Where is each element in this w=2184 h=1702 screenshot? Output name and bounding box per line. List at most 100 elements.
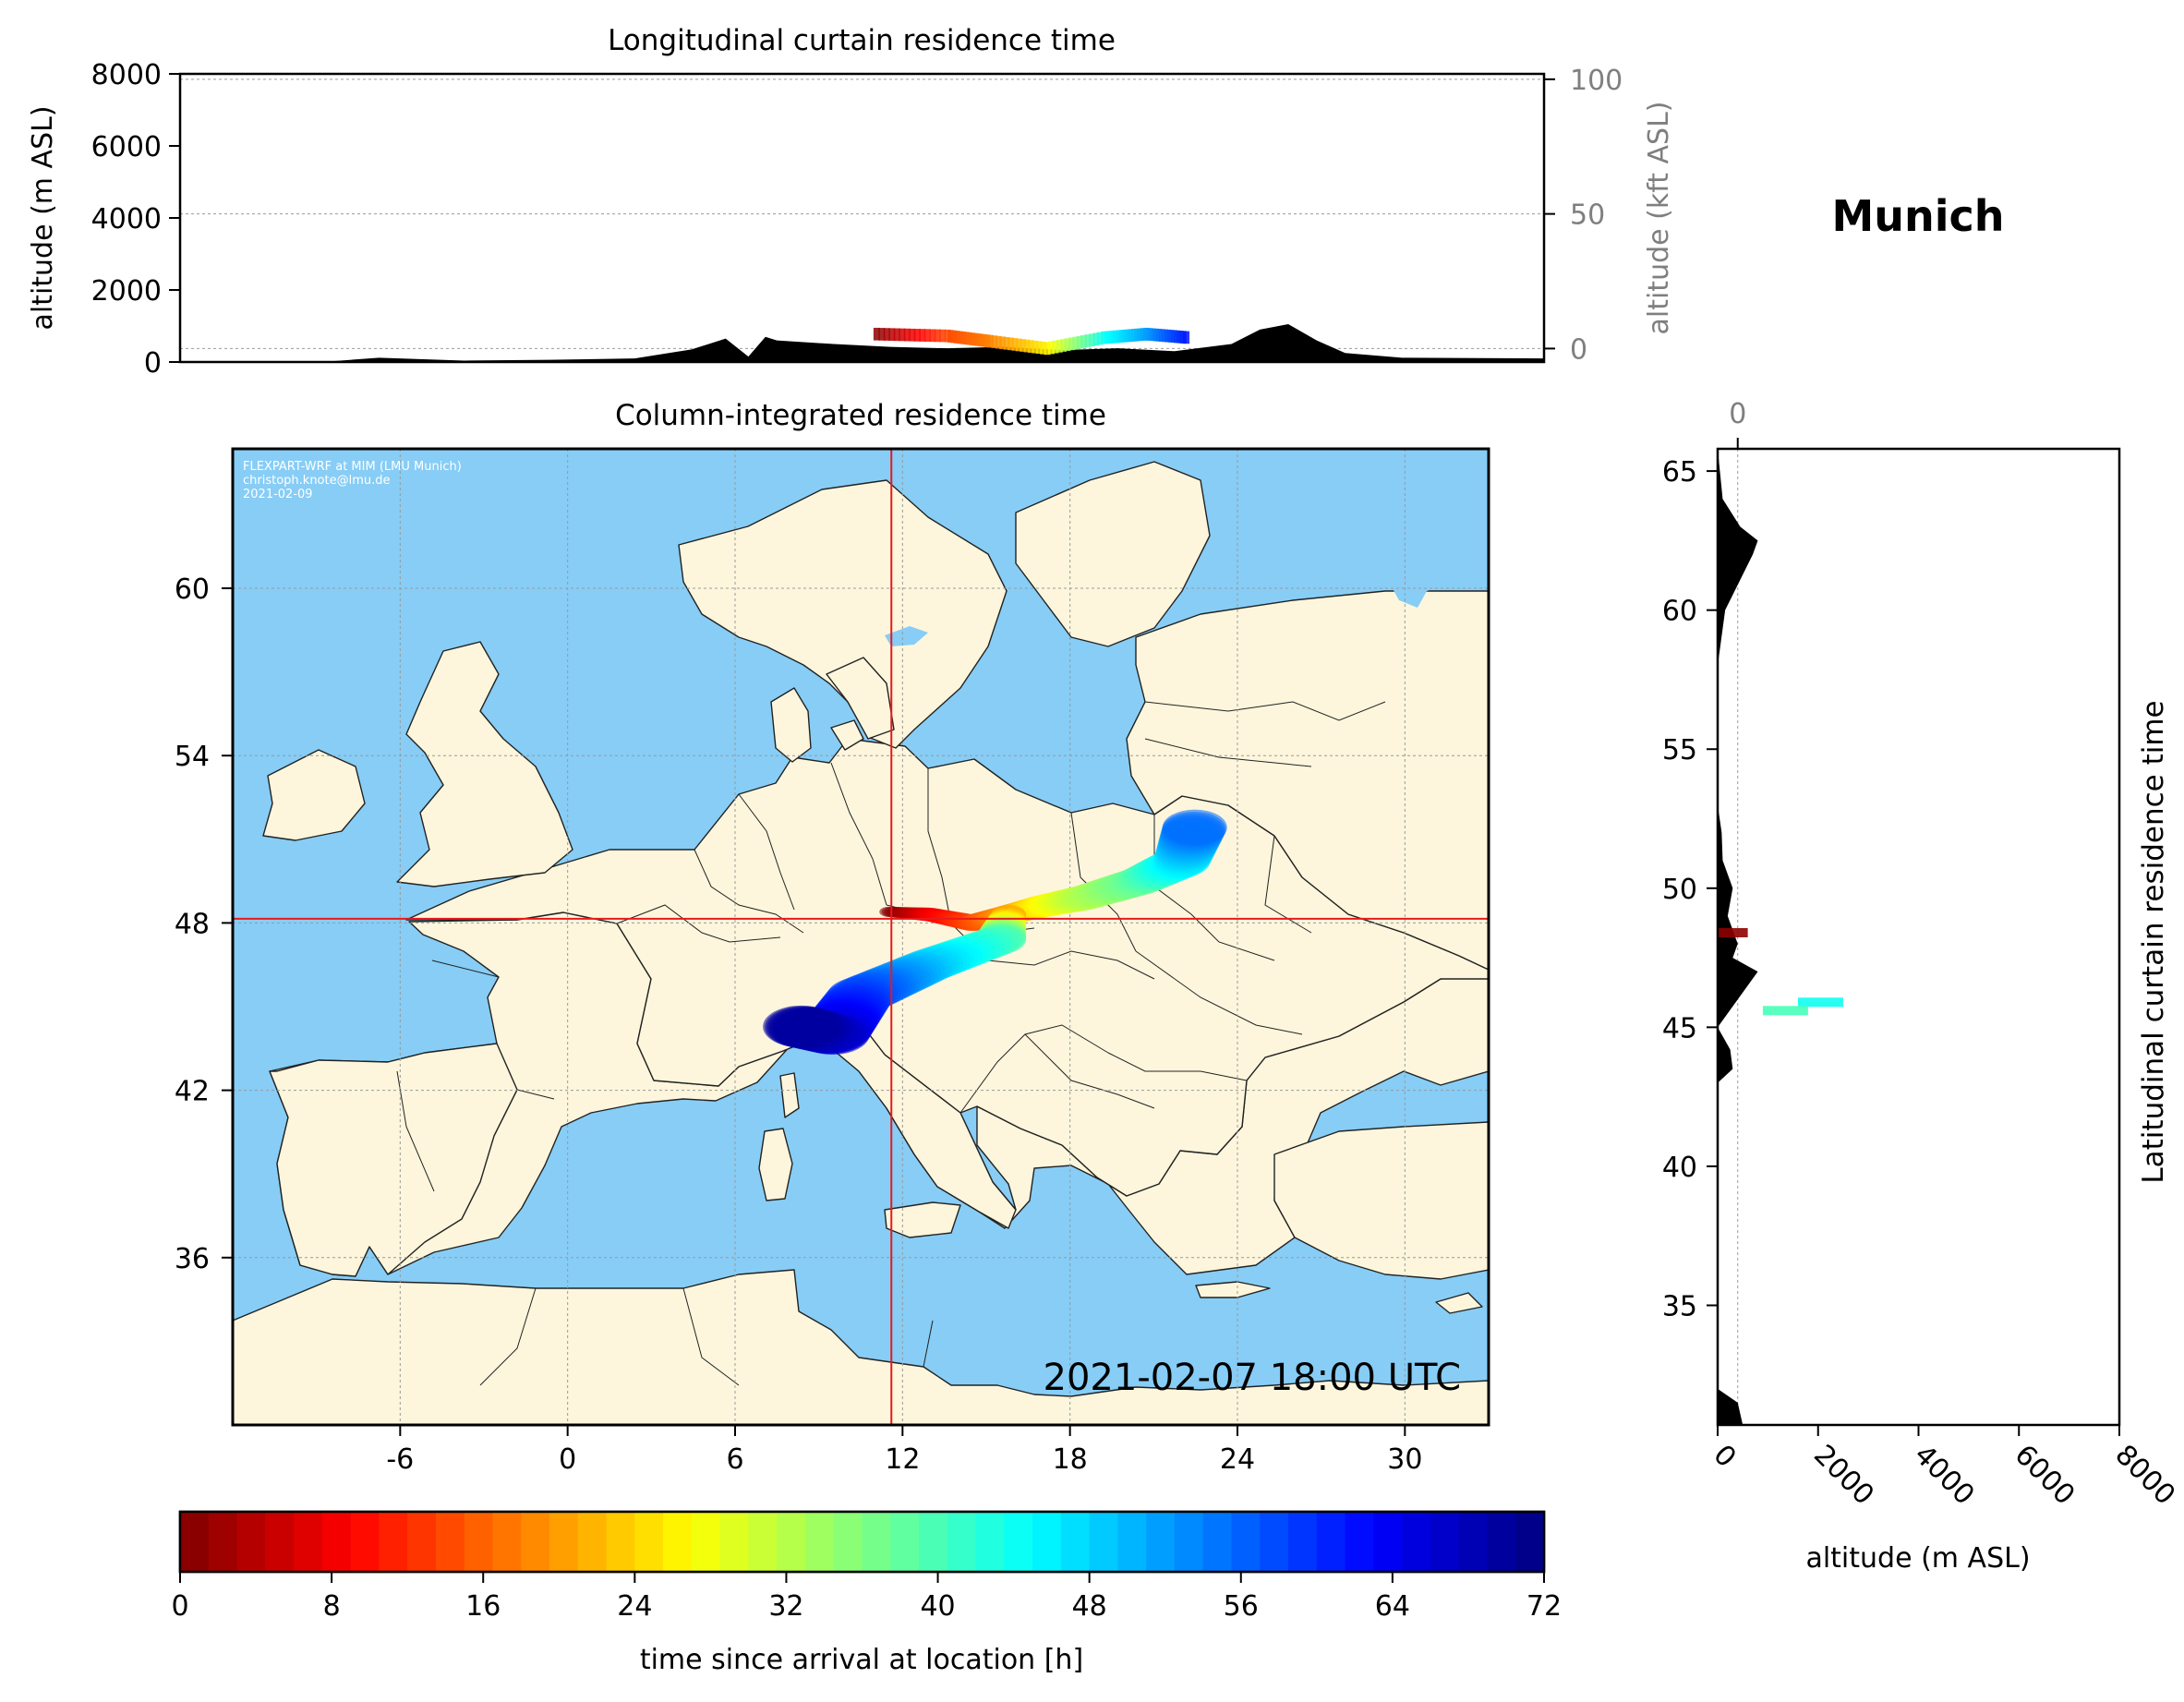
longitudinal-plume-cell xyxy=(1047,341,1055,355)
longitudinal-plume-cell xyxy=(1015,338,1022,352)
colorbar-band xyxy=(407,1512,437,1572)
latitudinal-plume-cell xyxy=(1718,927,1748,937)
land-north-africa xyxy=(233,1269,1489,1425)
colorbar-band xyxy=(1174,1512,1204,1572)
colorbar-label: time since arrival at location [h] xyxy=(640,1644,1083,1676)
latitudinal-altitude-axis: 0 2000 4000 6000 8000 xyxy=(1707,1425,2181,1512)
longitudinal-plume-cell xyxy=(1011,338,1019,351)
latitudinal-xtick-top-label: 0 xyxy=(1729,398,1746,430)
time-label: 2021-02-07 18:00 UTC xyxy=(1044,1357,1461,1399)
latitudinal-ytick-label: 50 xyxy=(1662,874,1697,906)
longitudinal-plume-cell xyxy=(1096,332,1104,345)
longitudinal-plume-cell xyxy=(1092,332,1100,346)
colorbar-band xyxy=(492,1512,522,1572)
colorbar-band xyxy=(663,1512,693,1572)
colorbar-band xyxy=(1060,1512,1091,1572)
longitudinal-plume-cell xyxy=(919,329,926,342)
longitudinal-plume-cell xyxy=(1040,341,1047,355)
colorbar-band xyxy=(294,1512,323,1572)
latitudinal-curtain-frame xyxy=(1716,447,2121,1427)
longitudinal-plume-cell xyxy=(899,328,906,342)
longitudinal-plume-cell xyxy=(995,335,1002,349)
latitudinal-curtain-title: Latitudinal curtain residence time xyxy=(2137,700,2170,1183)
latitudinal-ytick-label: 65 xyxy=(1662,456,1697,489)
colorbar-band xyxy=(1202,1512,1233,1572)
colorbar-band xyxy=(1487,1512,1516,1572)
longitudinal-plume-cell xyxy=(1007,337,1014,351)
map-xtick-label: 12 xyxy=(885,1443,920,1476)
latitudinal-ytick-label: 40 xyxy=(1662,1152,1697,1184)
longitudinal-ytick-right-label: 0 xyxy=(1570,333,1587,366)
latitudinal-xtick-label: 0 xyxy=(1707,1439,1742,1474)
colorbar-band xyxy=(1089,1512,1119,1572)
latitudinal-plume xyxy=(1718,927,1843,1016)
longitudinal-yaxis-left: 0 2000 4000 6000 8000 xyxy=(91,59,180,380)
colorbar-ticks: 0 8 16 24 32 40 48 56 64 72 xyxy=(171,1572,1562,1623)
colorbar-tick-label: 16 xyxy=(465,1590,501,1623)
colorbar-band xyxy=(719,1512,750,1572)
longitudinal-ylabel-left: altitude (m ASL) xyxy=(27,105,59,330)
latitudinal-ytick-label: 45 xyxy=(1662,1012,1697,1044)
longitudinal-ytick-right-label: 50 xyxy=(1570,199,1605,232)
land-great-britain xyxy=(396,641,573,887)
land-ireland xyxy=(262,749,366,841)
colorbar-band xyxy=(890,1512,920,1572)
land-crete xyxy=(1195,1281,1271,1298)
colorbar-band xyxy=(1345,1512,1374,1572)
colorbar-band xyxy=(350,1512,380,1572)
credits-line-1: FLEXPART-WRF at MIM (LMU Munich) xyxy=(243,460,462,474)
map-xtick-label: 24 xyxy=(1220,1443,1255,1476)
map-xtick-label: 6 xyxy=(726,1443,743,1476)
land-cyprus xyxy=(1435,1292,1483,1314)
longitudinal-plume-cell xyxy=(873,327,880,341)
longitudinal-curtain-frame xyxy=(178,72,1546,364)
credits-line-2: christoph.knote@lmu.de xyxy=(243,474,391,488)
colorbar-band xyxy=(549,1512,579,1572)
colorbar-band xyxy=(777,1512,806,1572)
lake-ladoga xyxy=(1371,556,1454,608)
colorbar-band xyxy=(1430,1512,1460,1572)
colorbar-tick-label: 48 xyxy=(1072,1590,1107,1623)
plume-cell xyxy=(763,1005,839,1048)
colorbar-band xyxy=(804,1512,835,1572)
map-xtick-label: 18 xyxy=(1053,1443,1088,1476)
map-xtick-label: 0 xyxy=(559,1443,576,1476)
colorbar-band xyxy=(464,1512,494,1572)
longitudinal-plume-cell xyxy=(1060,339,1068,352)
latitudinal-xtick-label: 6000 xyxy=(2009,1439,2081,1512)
colorbar-tick-label: 72 xyxy=(1526,1590,1562,1623)
colorbar-band xyxy=(1515,1512,1545,1572)
credits-line-3: 2021-02-09 xyxy=(243,488,313,501)
longitudinal-ytick-label: 8000 xyxy=(91,59,162,91)
longitudinal-plume-cell xyxy=(1035,341,1043,355)
map-graticule xyxy=(233,449,1489,1425)
colorbar-band xyxy=(435,1512,465,1572)
longitudinal-plume-cell xyxy=(1052,340,1059,354)
longitudinal-plume-cell xyxy=(991,335,998,348)
longitudinal-ytick-label: 0 xyxy=(144,347,162,380)
longitudinal-plume-cell xyxy=(1088,333,1095,347)
colorbar-band xyxy=(236,1512,266,1572)
longitudinal-yaxis-right: 0 50 100 xyxy=(1544,65,1623,366)
map-xtick-label: -6 xyxy=(386,1443,414,1476)
longitudinal-plume-cell xyxy=(1064,338,1071,352)
land-zealand xyxy=(830,719,864,751)
colorbar-band xyxy=(1402,1512,1431,1572)
longitudinal-plume-cell xyxy=(1056,340,1063,353)
colorbar-tick-label: 40 xyxy=(920,1590,955,1623)
longitudinal-terrain-profile xyxy=(180,324,1544,362)
longitudinal-plume-cell xyxy=(1076,335,1083,349)
map-frame xyxy=(231,447,1490,1427)
latitudinal-ytick-label: 55 xyxy=(1662,734,1697,767)
longitudinal-ytick-label: 4000 xyxy=(91,203,162,235)
longitudinal-plume-cell xyxy=(1020,339,1027,352)
latitudinal-xtick-label: 2000 xyxy=(1807,1439,1880,1512)
colorbar-band xyxy=(208,1512,238,1572)
map-ytick-label: 60 xyxy=(175,573,210,606)
longitudinal-curtain-title: Longitudinal curtain residence time xyxy=(608,24,1116,57)
longitudinal-plume-cell xyxy=(934,329,941,343)
longitudinal-ytick-label: 2000 xyxy=(91,275,162,308)
longitudinal-plume-cell xyxy=(929,329,936,343)
